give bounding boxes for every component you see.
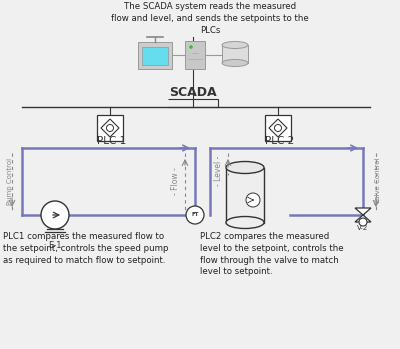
Text: Valve Control: Valve Control [375,158,381,204]
Text: - Flow -: - Flow - [171,167,180,195]
Ellipse shape [222,59,248,67]
Text: PLC 1: PLC 1 [97,136,127,146]
Circle shape [246,193,260,207]
Ellipse shape [226,162,264,173]
Circle shape [189,45,193,49]
Text: SCADA: SCADA [169,86,217,99]
Polygon shape [355,208,371,222]
Text: Pump Control: Pump Control [7,157,13,205]
Polygon shape [138,42,172,69]
Polygon shape [226,168,264,223]
Circle shape [41,201,69,229]
Polygon shape [142,47,168,65]
Text: PLC2 compares the measured
level to the setpoint, controls the
flow through the : PLC2 compares the measured level to the … [200,232,344,276]
Polygon shape [97,115,123,141]
Text: E-1: E-1 [48,241,62,250]
Polygon shape [185,41,205,69]
Polygon shape [265,115,291,141]
Polygon shape [269,119,287,137]
Text: PLC1 compares the measured flow to
the setpoint, controls the speed pump
as requ: PLC1 compares the measured flow to the s… [3,232,168,265]
Circle shape [359,218,367,226]
Ellipse shape [222,42,248,49]
Text: The SCADA system reads the measured
flow and level, and sends the setpoints to t: The SCADA system reads the measured flow… [111,2,309,35]
Text: PLC 2: PLC 2 [265,136,295,146]
Text: FT: FT [191,213,199,217]
Circle shape [106,125,114,132]
Polygon shape [222,45,248,63]
Text: - Level -: - Level - [214,156,223,186]
Polygon shape [101,119,119,137]
Text: V-2: V-2 [357,225,369,231]
Circle shape [274,125,282,132]
Ellipse shape [226,216,264,229]
Circle shape [186,206,204,224]
